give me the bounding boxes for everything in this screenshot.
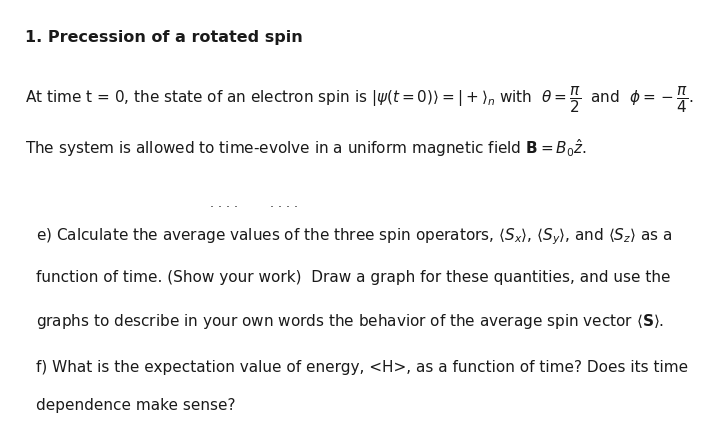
Text: . . . .        . . . .: . . . . . . . . [210, 197, 298, 210]
Text: graphs to describe in your own words the behavior of the average spin vector $\l: graphs to describe in your own words the… [36, 312, 664, 331]
Text: The system is allowed to time-evolve in a uniform magnetic field $\mathbf{B} = B: The system is allowed to time-evolve in … [25, 137, 587, 159]
Text: At time t = 0, the state of an electron spin is $|\psi(t = 0)\rangle = |+\rangle: At time t = 0, the state of an electron … [25, 86, 694, 116]
Text: dependence make sense?: dependence make sense? [36, 398, 235, 413]
Text: f) What is the expectation value of energy, <H>, as a function of time? Does its: f) What is the expectation value of ener… [36, 360, 688, 374]
Text: function of time. (Show your work)  Draw a graph for these quantities, and use t: function of time. (Show your work) Draw … [36, 270, 670, 285]
Text: e) Calculate the average values of the three spin operators, $\langle S_x\rangle: e) Calculate the average values of the t… [36, 227, 673, 247]
Text: 1. Precession of a rotated spin: 1. Precession of a rotated spin [25, 30, 303, 45]
